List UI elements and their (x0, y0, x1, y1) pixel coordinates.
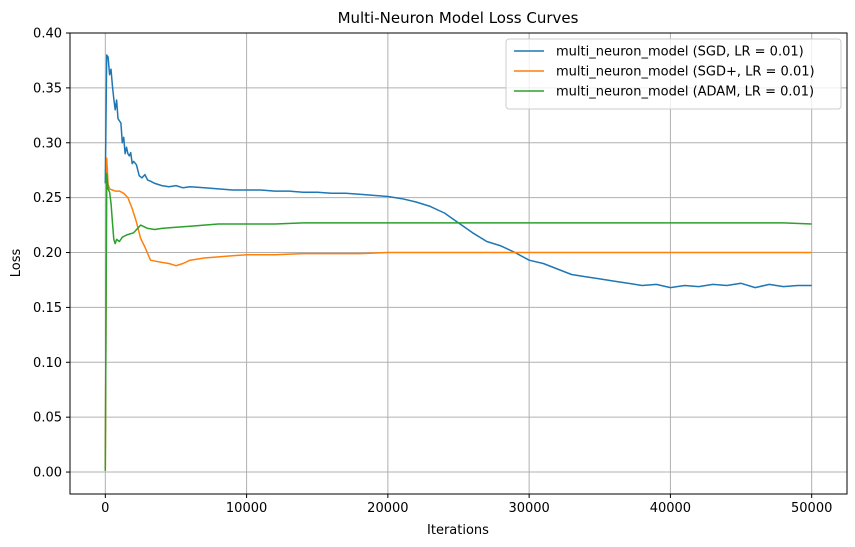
legend-box (505, 38, 842, 110)
y-axis-ticks: 0.00 0.05 0.10 0.15 0.20 0.25 0.30 0.35 0.40 (33, 27, 70, 481)
legend-label: multi_neuron_model (ADAM, LR = 0.01) (556, 85, 814, 100)
x-tick-label: 10000 (226, 501, 267, 516)
series-line-1 (104, 157, 812, 470)
x-tick-label: 0 (101, 501, 109, 516)
y-tick-label: 0.35 (33, 81, 62, 96)
y-tick-label: 0.05 (33, 411, 62, 426)
x-axis-ticks: 0 10000 20000 30000 40000 50000 (101, 494, 832, 516)
legend-label: multi_neuron_model (SGD+, LR = 0.01) (556, 65, 815, 80)
y-axis-label: Loss (9, 249, 24, 278)
legend: multi_neuron_model (SGD, LR = 0.01) multi… (505, 38, 842, 110)
plot-frame (69, 32, 848, 495)
y-tick-label: 0.40 (33, 27, 62, 42)
series-line-2 (104, 172, 812, 471)
y-tick-label: 0.10 (33, 356, 62, 371)
x-tick-label: 40000 (650, 501, 691, 516)
series-layer (104, 54, 812, 471)
x-tick-label: 30000 (508, 501, 549, 516)
x-axis-label: Iterations (427, 523, 489, 538)
legend-label: multi_neuron_model (SGD, LR = 0.01) (556, 45, 804, 60)
y-tick-label: 0.15 (33, 301, 62, 316)
y-tick-label: 0.20 (33, 246, 62, 261)
chart-title: Multi-Neuron Model Loss Curves (338, 9, 579, 27)
x-tick-label: 50000 (791, 501, 832, 516)
y-tick-label: 0.30 (33, 136, 62, 151)
y-tick-label: 0.00 (33, 466, 62, 481)
x-tick-label: 20000 (367, 501, 408, 516)
series-line-0 (104, 54, 812, 289)
y-tick-label: 0.25 (33, 191, 62, 206)
